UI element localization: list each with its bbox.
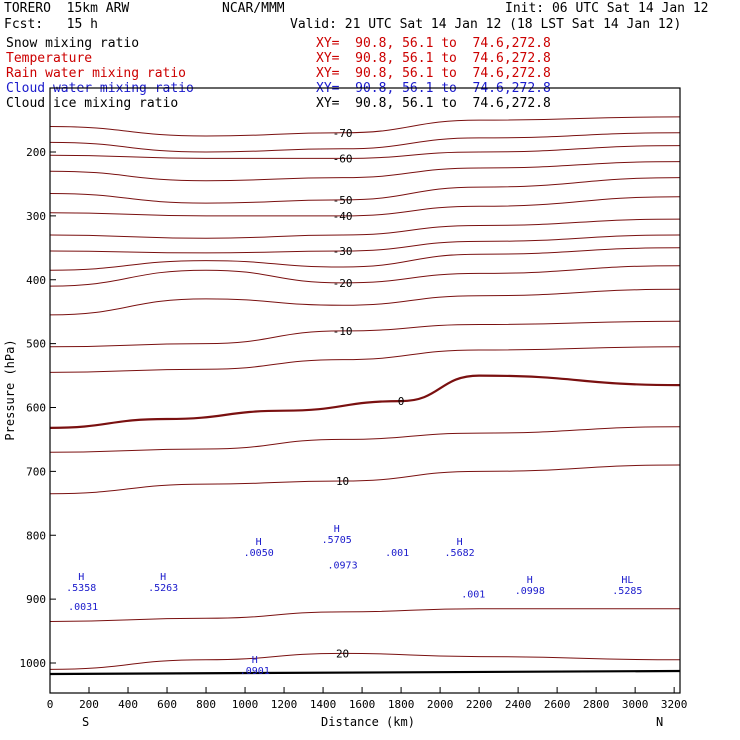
contour-line-3 bbox=[49, 161, 681, 182]
y-tick-label-7: 900 bbox=[26, 593, 46, 606]
contour-label-7: -30 bbox=[333, 245, 353, 258]
contour-label-5: -40 bbox=[333, 210, 353, 223]
contour-label-13: 0 bbox=[398, 395, 405, 408]
contour-line-8 bbox=[49, 247, 681, 271]
contour-label-4: -50 bbox=[333, 194, 353, 207]
y-tick-label-0: 200 bbox=[26, 146, 46, 159]
maximum-marker-7: H bbox=[457, 537, 463, 548]
header-fcst: Fcst: 15 h bbox=[4, 17, 98, 32]
maximum-value-7: .5682 bbox=[445, 548, 475, 559]
maximum-value-11: .0901 bbox=[240, 666, 270, 677]
field-xy-cloud-ice: XY= 90.8, 56.1 to 74.6,272.8 bbox=[316, 96, 551, 111]
contour-label-17: 20 bbox=[336, 647, 349, 660]
contour-label-15: 10 bbox=[336, 475, 349, 488]
maximum-value-5: .0973 bbox=[328, 561, 358, 572]
header-center-title: NCAR/MMM bbox=[222, 1, 285, 16]
header-left-title: TORERO 15km ARW bbox=[4, 1, 130, 16]
contour-line-13 bbox=[49, 374, 681, 429]
x-tick-label-12: 2400 bbox=[505, 698, 532, 711]
x-tick-label-5: 1000 bbox=[232, 698, 259, 711]
x-tick-label-1: 200 bbox=[79, 698, 99, 711]
contour-label-2: -60 bbox=[333, 152, 353, 165]
field-name-cloud-ice: Cloud ice mixing ratio bbox=[6, 96, 179, 111]
y-tick-label-2: 400 bbox=[26, 274, 46, 287]
x-tick-label-0: 0 bbox=[47, 698, 54, 711]
x-axis-label: Distance (km) bbox=[321, 715, 415, 729]
contour-line-16 bbox=[49, 608, 680, 622]
maximum-marker-9: H bbox=[527, 575, 533, 586]
maximum-value-10: .5285 bbox=[612, 586, 642, 597]
maximum-marker-0: H bbox=[78, 572, 84, 583]
temperature-contours: -70 -60 -50 -40 -30 -20 -10 0 10 20 bbox=[49, 116, 681, 676]
x-end-label-right: N bbox=[656, 715, 663, 729]
maximum-value-4: .5705 bbox=[322, 535, 352, 546]
x-tick-label-4: 800 bbox=[196, 698, 216, 711]
x-tick-label-8: 1600 bbox=[349, 698, 376, 711]
maximum-marker-10: HL bbox=[621, 575, 633, 586]
field-name-temperature: Temperature bbox=[6, 51, 93, 66]
x-tick-label-13: 2600 bbox=[544, 698, 571, 711]
ground-line bbox=[49, 669, 681, 676]
contour-label-9: -20 bbox=[333, 277, 353, 290]
maximum-marker-4: H bbox=[334, 524, 340, 535]
maxima-labels: H.5358.0031H.5263H.0050H.5705.0973.001H.… bbox=[66, 524, 642, 677]
y-tick-label-3: 500 bbox=[26, 338, 46, 351]
y-tick-label-5: 700 bbox=[26, 465, 46, 478]
field-name-rain: Rain water mixing ratio bbox=[6, 66, 187, 81]
x-tick-label-11: 2200 bbox=[466, 698, 493, 711]
maximum-value-9: .0998 bbox=[515, 586, 545, 597]
contour-line-14 bbox=[49, 426, 681, 453]
contour-line-15 bbox=[49, 464, 681, 495]
maximum-marker-11: H bbox=[252, 655, 258, 666]
x-tick-label-14: 2800 bbox=[583, 698, 610, 711]
maximum-value-6: .001 bbox=[385, 548, 409, 559]
y-tick-label-1: 300 bbox=[26, 210, 46, 223]
header-init: Init: 06 UTC Sat 14 Jan 12 bbox=[505, 1, 709, 16]
maximum-marker-2: H bbox=[160, 572, 166, 583]
field-name-snow: Snow mixing ratio bbox=[6, 36, 140, 51]
contour-line-17 bbox=[49, 652, 681, 670]
maximum-value-8: .001 bbox=[461, 589, 485, 600]
x-tick-label-9: 1800 bbox=[388, 698, 415, 711]
field-xy-snow: XY= 90.8, 56.1 to 74.6,272.8 bbox=[316, 36, 551, 51]
plot-frame bbox=[49, 87, 681, 694]
x-tick-label-16: 3200 bbox=[661, 698, 688, 711]
x-tick-label-3: 600 bbox=[157, 698, 177, 711]
field-xy-temperature: XY= 90.8, 56.1 to 74.6,272.8 bbox=[316, 51, 551, 66]
contour-label-11: -10 bbox=[333, 325, 353, 338]
x-tick-label-7: 1400 bbox=[310, 698, 337, 711]
contour-line-0 bbox=[49, 116, 681, 137]
y-tick-label-6: 800 bbox=[26, 529, 46, 542]
maximum-marker-3: H bbox=[256, 537, 262, 548]
field-xy-rain: XY= 90.8, 56.1 to 74.6,272.8 bbox=[316, 66, 551, 81]
y-tick-label-8: 1000 bbox=[20, 657, 47, 670]
contour-line-7 bbox=[49, 234, 681, 254]
contour-line-11 bbox=[49, 320, 681, 348]
maximum-value-1: .0031 bbox=[68, 602, 98, 613]
contour-line-6 bbox=[49, 218, 681, 239]
x-tick-label-2: 400 bbox=[118, 698, 138, 711]
contour-line-5 bbox=[49, 196, 681, 217]
contour-label-0: -70 bbox=[333, 127, 353, 140]
x-axis: 0 200 400 600 800 1000 1200 1400 1600 1800 2000 220… bbox=[47, 687, 688, 711]
contour-line-9 bbox=[49, 265, 681, 287]
contour-line-2 bbox=[49, 145, 681, 159]
contour-line-4 bbox=[49, 177, 681, 204]
x-tick-label-6: 1200 bbox=[271, 698, 298, 711]
maximum-value-2: .5263 bbox=[148, 583, 178, 594]
maximum-value-3: .0050 bbox=[244, 548, 274, 559]
header-valid: Valid: 21 UTC Sat 14 Jan 12 (18 LST Sat … bbox=[290, 17, 682, 32]
contour-line-10 bbox=[49, 288, 681, 316]
y-tick-label-4: 600 bbox=[26, 402, 46, 415]
x-tick-label-10: 2000 bbox=[427, 698, 454, 711]
x-tick-label-15: 3000 bbox=[622, 698, 649, 711]
contour-line-12 bbox=[49, 346, 681, 373]
y-axis: 200 300 400 500 600 700 800 900 1000 bbox=[20, 146, 56, 670]
maximum-value-0: .5358 bbox=[66, 583, 96, 594]
x-end-label-left: S bbox=[82, 715, 89, 729]
y-axis-label: Pressure (hPa) bbox=[3, 339, 17, 440]
contour-line-1 bbox=[49, 132, 681, 153]
